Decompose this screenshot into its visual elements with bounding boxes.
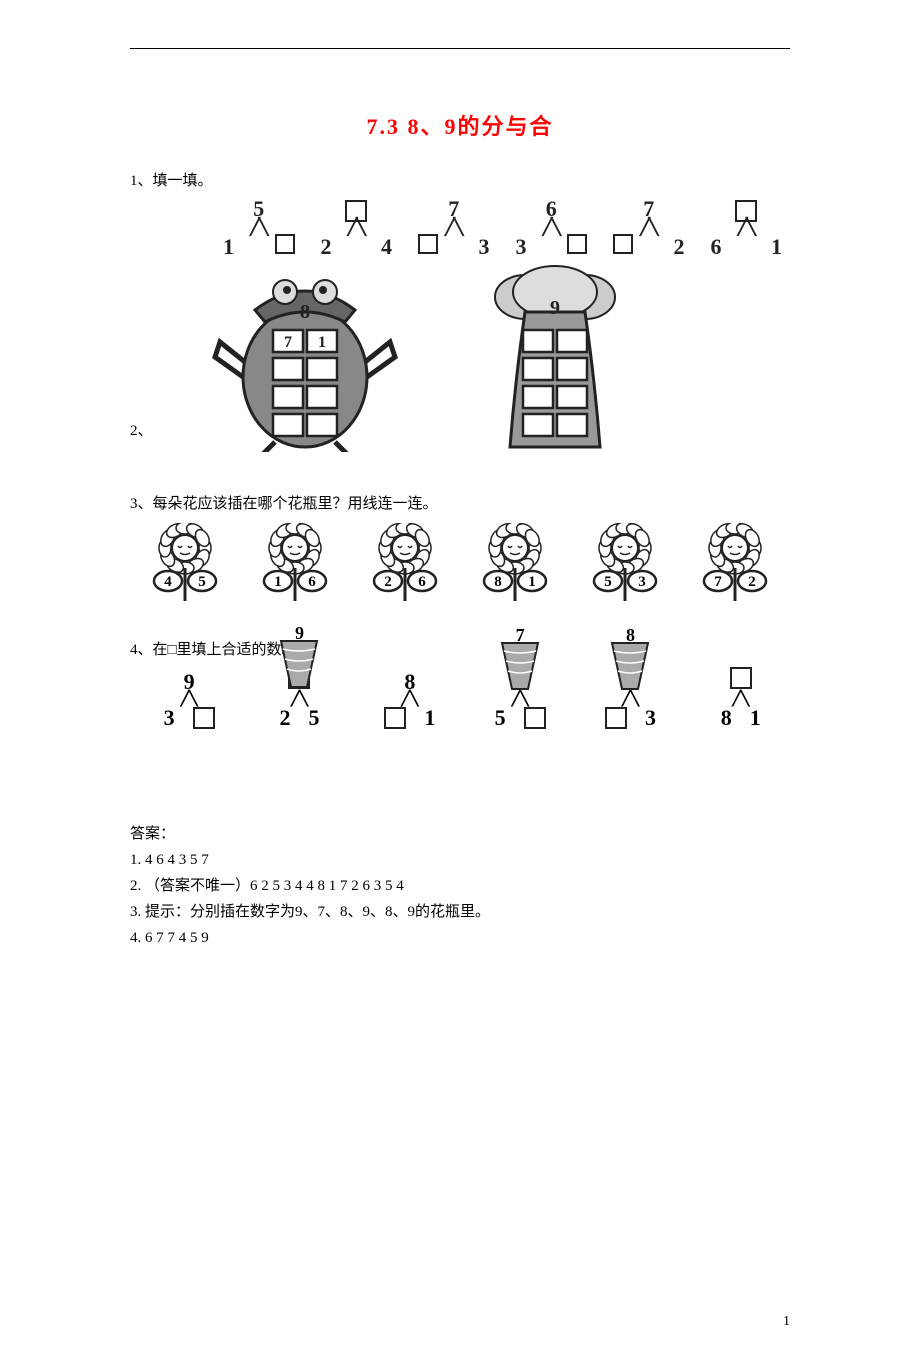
svg-text:7: 7 [284, 334, 292, 351]
svg-text:3: 3 [638, 574, 646, 590]
flower: 53 [580, 523, 670, 608]
page-title: 7.3 8、9的分与合 [130, 109, 790, 141]
number-tree: ╱╲61 [703, 196, 791, 260]
q2-label: 2、 [130, 419, 153, 452]
q4-tree: 9╱╲25 [250, 667, 348, 731]
answer-line: 4. 6 7 7 4 5 9 [130, 925, 790, 951]
svg-text:8: 8 [494, 574, 502, 590]
number-tree: 5╱╲1 [215, 196, 303, 260]
page-number: 1 [783, 1314, 790, 1330]
q4-tree: 88╱╲3 [581, 669, 679, 731]
svg-text:5: 5 [198, 574, 206, 590]
q3-flowers: 451626815372 [140, 523, 790, 608]
answer-line: 2. （答案不唯一）6 2 5 3 4 4 8 1 7 2 6 3 5 4 [130, 873, 790, 899]
q4-row: 9╱╲39╱╲258╱╲179╱╲588╱╲3╱╲81 [140, 667, 790, 731]
svg-text:2: 2 [384, 574, 392, 590]
svg-text:6: 6 [308, 574, 316, 590]
frog-head-number: 8 [300, 301, 310, 323]
q4-tree: ╱╲81 [692, 667, 790, 731]
svg-text:1: 1 [318, 334, 326, 351]
number-tree: 7╱╲2 [605, 196, 693, 260]
svg-text:1: 1 [528, 574, 536, 590]
q4-tree: 79╱╲5 [471, 669, 569, 731]
q4-label: 4、在□里填上合适的数。 [130, 638, 790, 659]
q1-label: 1、填一填。 [130, 169, 790, 190]
svg-text:7: 7 [714, 574, 722, 590]
answer-line: 3. 提示：分别插在数字为9、7、8、9、8、9的花瓶里。 [130, 899, 790, 925]
flower: 72 [690, 523, 780, 608]
svg-text:4: 4 [164, 574, 172, 590]
svg-text:5: 5 [604, 574, 612, 590]
number-tree: 7╱╲3 [410, 196, 498, 260]
q3-label: 3、每朵花应该插在哪个花瓶里？用线连一连。 [130, 492, 790, 513]
flower: 16 [250, 523, 340, 608]
creature-frog: 8 7 1 [205, 262, 405, 452]
answers-heading: 答案： [130, 821, 790, 847]
tree-head-number: 9 [550, 297, 560, 319]
q4-tree: 8╱╲1 [361, 669, 459, 731]
top-rule [130, 48, 790, 49]
svg-text:1: 1 [274, 574, 282, 590]
svg-text:2: 2 [748, 574, 756, 590]
answers: 答案： 1. 4 6 4 3 5 7 2. （答案不唯一）6 2 5 3 4 4… [130, 821, 790, 951]
q1-trees: 5╱╲1╱╲247╱╲36╱╲37╱╲2╱╲61 [215, 196, 790, 260]
number-tree: ╱╲24 [313, 196, 401, 260]
flower: 26 [360, 523, 450, 608]
flower: 81 [470, 523, 560, 608]
svg-text:6: 6 [418, 574, 426, 590]
q2-row: 2、 8 7 1 [130, 262, 790, 452]
number-tree: 6╱╲3 [508, 196, 596, 260]
creature-tree: 9 [455, 262, 655, 452]
q4-tree: 9╱╲3 [140, 669, 238, 731]
flower: 45 [140, 523, 230, 608]
answer-line: 1. 4 6 4 3 5 7 [130, 847, 790, 873]
